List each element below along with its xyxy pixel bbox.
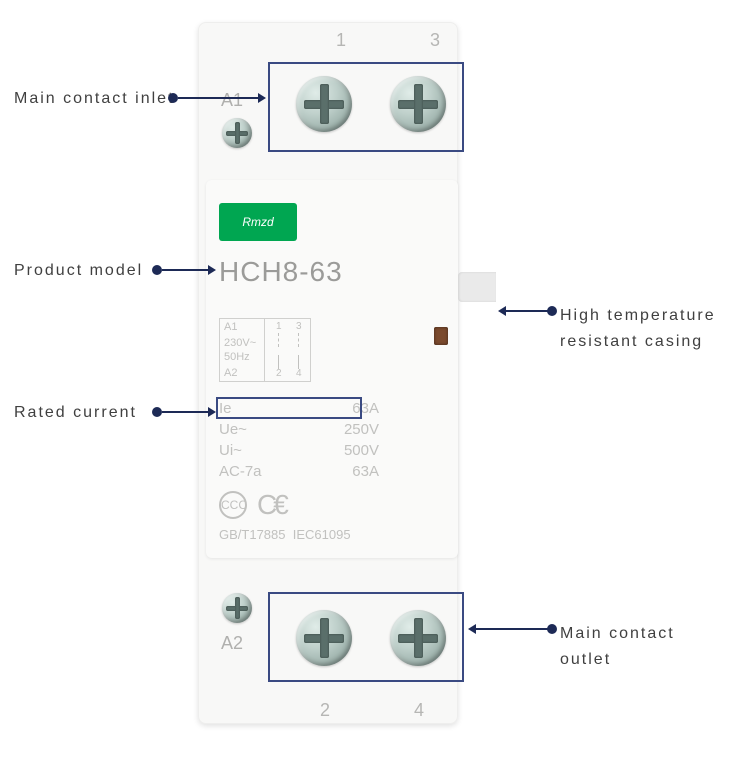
callout-casing-arrow — [498, 306, 506, 316]
callout-inlet-line — [178, 97, 260, 99]
wiring-diagram: A1 230V~ 50Hz A2 1 3 2 4 — [219, 318, 311, 382]
callout-rated-line — [162, 411, 210, 413]
diag-t3: 3 — [296, 321, 302, 332]
terminal-2-number: 2 — [320, 700, 330, 721]
diag-t4: 4 — [296, 368, 302, 379]
diag-hz: 50Hz — [224, 351, 250, 363]
callout-rated: Rated current — [14, 404, 137, 422]
rating-ue-v: 250V — [344, 419, 379, 440]
indicator-led — [434, 327, 448, 345]
diag-a1: A1 — [224, 321, 237, 333]
callout-inlet-arrow — [258, 93, 266, 103]
callout-rated-dot — [152, 407, 162, 417]
callout-outlet-arrow — [468, 624, 476, 634]
callout-rated-arrow — [208, 407, 216, 417]
terminal-4-number: 4 — [414, 700, 424, 721]
product-model: HCH8-63 — [219, 256, 343, 288]
standards: GB/T17885 IEC61095 — [219, 526, 351, 544]
diag-a2: A2 — [224, 367, 237, 379]
ce-icon: C€ — [257, 489, 285, 521]
callout-casing-line — [506, 310, 549, 312]
side-notch — [458, 272, 496, 302]
callout-model-dot — [152, 265, 162, 275]
callout-casing: High temperature resistant casing — [560, 303, 716, 354]
callout-inlet-dot — [168, 93, 178, 103]
outlet-highlight — [268, 592, 464, 682]
diag-t1: 1 — [276, 321, 282, 332]
a2-label: A2 — [221, 633, 243, 654]
brand-logo: Rmzd — [219, 203, 297, 241]
a1-screw — [222, 118, 252, 148]
std1: GB/T17885 — [219, 527, 286, 542]
std2: IEC61095 — [293, 527, 351, 542]
callout-outlet-line — [476, 628, 549, 630]
rating-ue-k: Ue~ — [219, 419, 247, 440]
callout-model-arrow — [208, 265, 216, 275]
diag-t2: 2 — [276, 368, 282, 379]
callout-outlet: Main contact outlet — [560, 621, 675, 672]
callout-model: Product model — [14, 262, 143, 280]
rated-highlight — [216, 397, 362, 419]
diag-v: 230V~ — [224, 337, 256, 349]
certifications: CCC C€ — [219, 489, 285, 521]
brand-text: Rmzd — [242, 215, 273, 229]
inlet-highlight — [268, 62, 464, 152]
callout-inlet: Main contact inlet — [14, 90, 175, 108]
rating-ui-v: 500V — [344, 440, 379, 461]
rating-ac-v: 63A — [352, 461, 379, 482]
callout-model-line — [162, 269, 210, 271]
rating-ac-k: AC-7a — [219, 461, 262, 482]
terminal-3-number: 3 — [430, 30, 440, 51]
ccc-icon: CCC — [219, 491, 247, 519]
a1-label: A1 — [221, 90, 243, 111]
rating-ui-k: Ui~ — [219, 440, 242, 461]
a2-screw — [222, 593, 252, 623]
terminal-1-number: 1 — [336, 30, 346, 51]
